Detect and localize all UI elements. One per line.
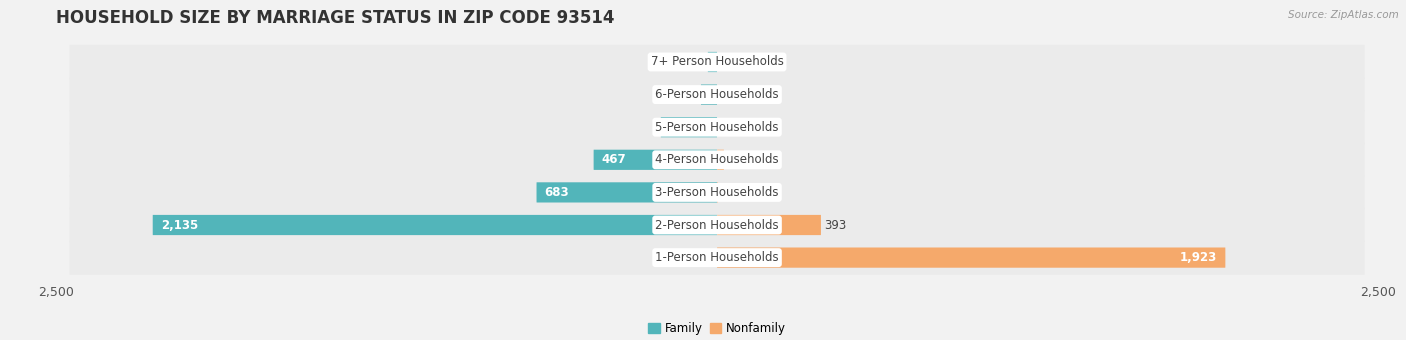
- Legend: Family, Nonfamily: Family, Nonfamily: [644, 317, 790, 340]
- Text: 683: 683: [544, 186, 569, 199]
- FancyBboxPatch shape: [69, 45, 1365, 79]
- FancyBboxPatch shape: [593, 150, 717, 170]
- FancyBboxPatch shape: [69, 208, 1365, 242]
- Text: 2-Person Households: 2-Person Households: [655, 219, 779, 232]
- FancyBboxPatch shape: [702, 84, 717, 105]
- Text: 0: 0: [720, 121, 728, 134]
- Text: 61: 61: [683, 88, 697, 101]
- Text: 0: 0: [706, 251, 714, 264]
- FancyBboxPatch shape: [69, 175, 1365, 209]
- Text: 3: 3: [721, 186, 728, 199]
- FancyBboxPatch shape: [537, 182, 717, 203]
- Text: HOUSEHOLD SIZE BY MARRIAGE STATUS IN ZIP CODE 93514: HOUSEHOLD SIZE BY MARRIAGE STATUS IN ZIP…: [56, 8, 614, 27]
- FancyBboxPatch shape: [717, 215, 821, 235]
- FancyBboxPatch shape: [707, 52, 717, 72]
- FancyBboxPatch shape: [717, 150, 724, 170]
- Text: 1,923: 1,923: [1180, 251, 1218, 264]
- Text: 35: 35: [690, 55, 704, 68]
- FancyBboxPatch shape: [69, 240, 1365, 275]
- FancyBboxPatch shape: [717, 248, 1226, 268]
- Text: 3-Person Households: 3-Person Households: [655, 186, 779, 199]
- Text: 26: 26: [727, 153, 742, 166]
- FancyBboxPatch shape: [661, 117, 717, 137]
- Text: 5-Person Households: 5-Person Households: [655, 121, 779, 134]
- Text: Source: ZipAtlas.com: Source: ZipAtlas.com: [1288, 10, 1399, 20]
- FancyBboxPatch shape: [69, 142, 1365, 177]
- Text: 0: 0: [720, 55, 728, 68]
- Text: 1-Person Households: 1-Person Households: [655, 251, 779, 264]
- Text: 213: 213: [669, 121, 693, 134]
- FancyBboxPatch shape: [153, 215, 717, 235]
- Text: 4-Person Households: 4-Person Households: [655, 153, 779, 166]
- Text: 2,135: 2,135: [160, 219, 198, 232]
- Text: 6-Person Households: 6-Person Households: [655, 88, 779, 101]
- Text: 393: 393: [824, 219, 846, 232]
- Text: 467: 467: [602, 153, 626, 166]
- Text: 0: 0: [720, 88, 728, 101]
- FancyBboxPatch shape: [69, 110, 1365, 144]
- FancyBboxPatch shape: [69, 78, 1365, 112]
- Text: 7+ Person Households: 7+ Person Households: [651, 55, 783, 68]
